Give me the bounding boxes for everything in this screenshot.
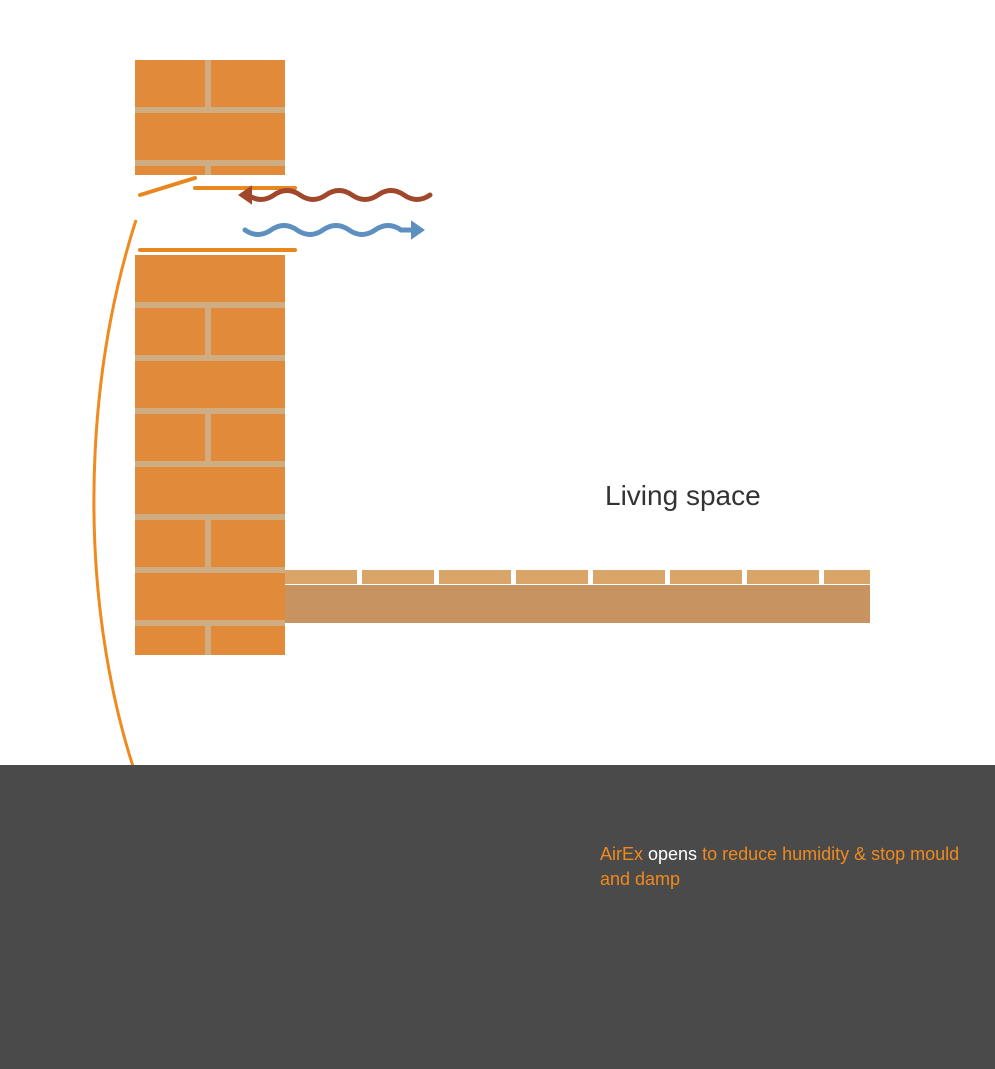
- caption-orange-text: AirEx: [600, 844, 648, 864]
- device-caption: AirEx opens to reduce humidity & stop mo…: [600, 842, 960, 892]
- floor-joist: [285, 585, 870, 623]
- caption-white-text: opens: [648, 844, 697, 864]
- warm-air-arrow-wave: [248, 191, 430, 200]
- cool-air-arrow-wave: [245, 226, 401, 235]
- floor-board: [362, 570, 434, 584]
- floor-board: [593, 570, 665, 584]
- floor-board: [516, 570, 588, 584]
- floor-board: [824, 570, 870, 584]
- floor-board: [439, 570, 511, 584]
- living-space-label: Living space: [605, 480, 761, 512]
- floor-board: [747, 570, 819, 584]
- device-panel: [0, 765, 995, 1069]
- vent-top-line: [140, 178, 295, 195]
- floor-board: [670, 570, 742, 584]
- floor-board: [285, 570, 357, 584]
